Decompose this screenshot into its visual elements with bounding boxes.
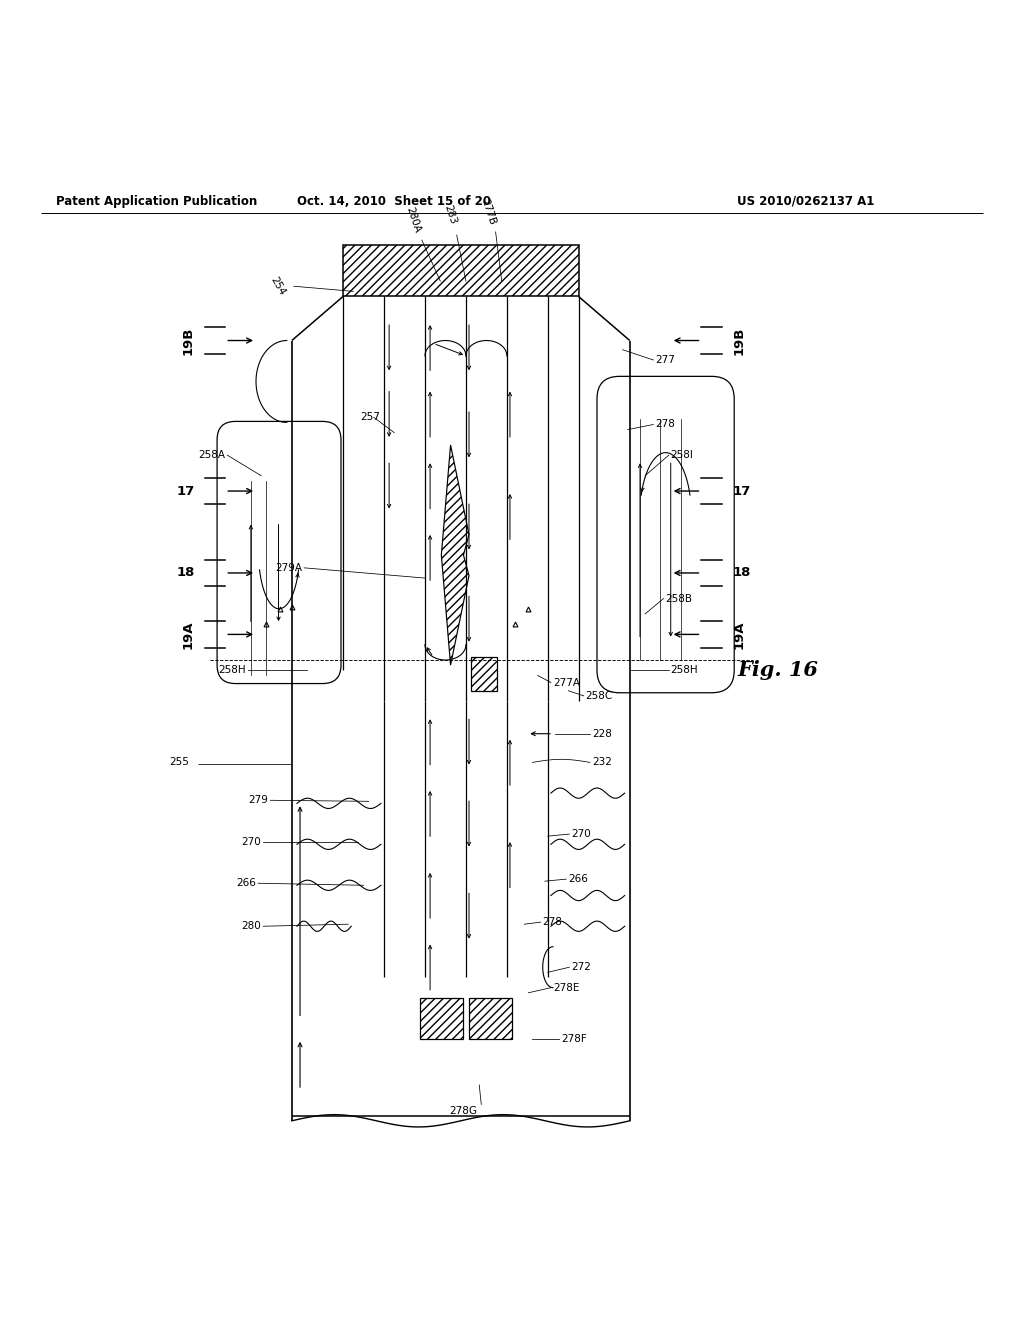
Text: 257: 257 xyxy=(360,412,380,422)
Text: 258H: 258H xyxy=(671,665,698,676)
Text: 19B: 19B xyxy=(181,326,195,355)
Text: 277B: 277B xyxy=(479,197,497,226)
Text: 17: 17 xyxy=(732,484,751,498)
Text: 278E: 278E xyxy=(553,982,580,993)
Polygon shape xyxy=(343,246,579,297)
Text: 272: 272 xyxy=(571,962,591,973)
Text: 270: 270 xyxy=(571,829,591,840)
Text: Fig. 16: Fig. 16 xyxy=(737,660,818,680)
Text: 258A: 258A xyxy=(199,450,225,461)
Text: 258I: 258I xyxy=(671,450,693,461)
FancyBboxPatch shape xyxy=(597,376,734,693)
Text: US 2010/0262137 A1: US 2010/0262137 A1 xyxy=(737,195,874,207)
Polygon shape xyxy=(441,445,469,665)
Polygon shape xyxy=(469,998,512,1039)
Text: 255: 255 xyxy=(169,758,188,767)
Text: 258B: 258B xyxy=(666,594,692,603)
Text: 254: 254 xyxy=(268,275,287,297)
Text: 18: 18 xyxy=(732,566,751,579)
Text: 279: 279 xyxy=(249,795,268,805)
Text: 258C: 258C xyxy=(586,690,613,701)
Polygon shape xyxy=(420,998,463,1039)
Text: 266: 266 xyxy=(568,874,588,884)
FancyBboxPatch shape xyxy=(217,421,341,684)
Text: 19A: 19A xyxy=(181,620,195,648)
Text: Oct. 14, 2010  Sheet 15 of 20: Oct. 14, 2010 Sheet 15 of 20 xyxy=(297,195,492,207)
Text: 19B: 19B xyxy=(732,326,745,355)
Text: Patent Application Publication: Patent Application Publication xyxy=(56,195,258,207)
Text: 283: 283 xyxy=(442,203,458,226)
Text: 278: 278 xyxy=(655,420,675,429)
Text: 258H: 258H xyxy=(218,665,246,676)
Text: 266: 266 xyxy=(237,878,256,888)
Text: 228: 228 xyxy=(592,729,611,739)
Text: 18: 18 xyxy=(176,566,195,579)
Text: 278: 278 xyxy=(543,917,562,927)
Text: 270: 270 xyxy=(242,837,261,847)
Text: 279A: 279A xyxy=(275,562,302,573)
Text: 17: 17 xyxy=(176,484,195,498)
Text: 278G: 278G xyxy=(449,1106,477,1115)
Text: 278F: 278F xyxy=(561,1034,587,1044)
Text: 277A: 277A xyxy=(553,677,580,688)
Text: 19A: 19A xyxy=(732,620,745,648)
Polygon shape xyxy=(471,657,497,690)
Text: 232: 232 xyxy=(592,758,611,767)
Text: 280: 280 xyxy=(242,921,261,931)
Text: 277: 277 xyxy=(655,355,675,364)
Text: 280A: 280A xyxy=(404,206,422,234)
